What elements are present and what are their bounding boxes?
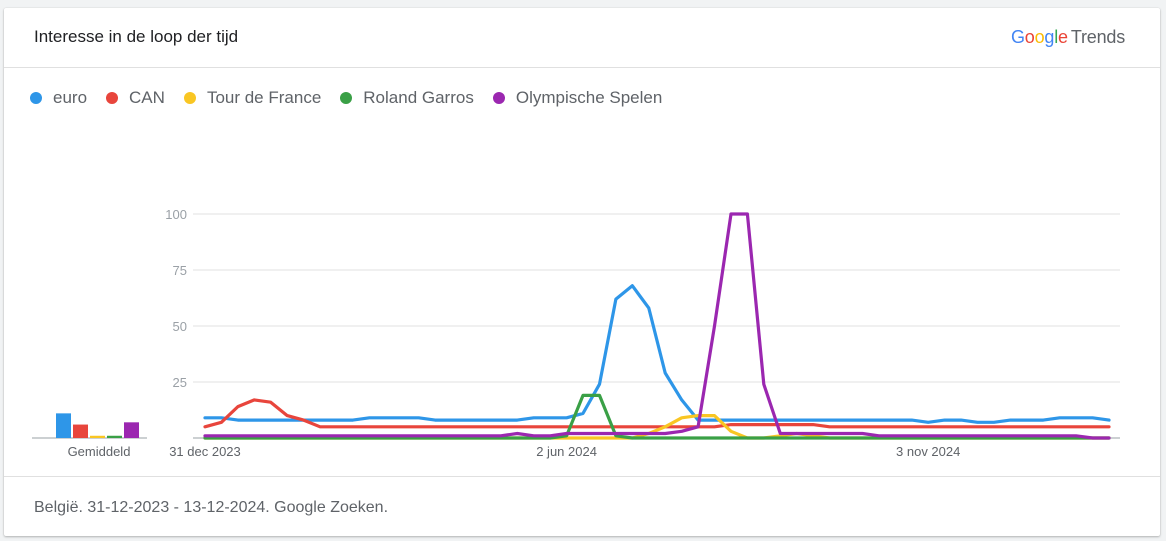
chart-title: Interesse in de loop der tijd — [34, 27, 239, 46]
average-bar-olympische-spelen — [124, 422, 139, 438]
card-footer: België. 31-12-2023 - 13-12-2024. Google … — [4, 476, 1160, 537]
legend-dot-icon — [492, 92, 505, 104]
series-line-olympische-spelen — [203, 212, 1111, 440]
google-trends-logo[interactable]: Google Trends — [1011, 27, 1125, 48]
series-line-euro — [203, 284, 1111, 424]
average-bar-can — [73, 424, 88, 438]
y-tick-label: 25 — [173, 375, 187, 390]
series-line-roland-garros — [203, 393, 1111, 440]
series-line-can — [203, 398, 1111, 429]
chart-legend: euro CAN Tour de France Roland Garros Olympi… — [30, 88, 681, 108]
legend-dot-icon — [340, 92, 353, 104]
footnote: België. 31-12-2023 - 13-12-2024. Google … — [34, 499, 389, 516]
y-tick-label: 75 — [173, 263, 187, 278]
trends-card: Interesse in de loop der tijd Google Tren… — [4, 8, 1160, 536]
legend-dot-icon — [183, 92, 196, 104]
logo-letter: e — [1058, 27, 1068, 47]
x-tick-label: 2 jun 2024 — [536, 444, 597, 459]
logo-letter: l — [1054, 27, 1059, 47]
chart-area: 25 50 75 100 31 dec 2023 2 jun 2024 3 nov 2024… — [32, 207, 1120, 459]
logo-letter: g — [1044, 27, 1055, 47]
legend-item-roland-garros[interactable]: Roland Garros — [340, 88, 474, 108]
average-bar-tour-de-france — [90, 435, 105, 438]
x-tick-label: 31 dec 2023 — [169, 444, 241, 459]
legend-label: CAN — [129, 88, 165, 107]
legend-item-can[interactable]: CAN — [106, 88, 165, 108]
logo-letter: G — [1010, 27, 1025, 47]
legend-dot-icon — [106, 92, 119, 104]
legend-dot-icon — [30, 92, 42, 104]
logo-letter: o — [1034, 27, 1045, 47]
legend-label: Tour de France — [206, 88, 322, 107]
legend-item-euro[interactable]: euro — [30, 88, 87, 108]
average-label: Gemiddeld — [68, 444, 131, 459]
legend-label: euro — [53, 88, 88, 107]
logo-letter: o — [1024, 27, 1035, 47]
average-bar-euro — [56, 413, 71, 438]
logo-trends: Trends — [1070, 27, 1125, 47]
legend-item-olympische-spelen[interactable]: Olympische Spelen — [492, 88, 663, 108]
x-tick-label: 3 nov 2024 — [896, 444, 960, 459]
card-header: Interesse in de loop der tijd Google Tren… — [4, 8, 1160, 68]
legend-item-tour-de-france[interactable]: Tour de France — [183, 88, 322, 108]
legend-label: Olympische Spelen — [515, 88, 663, 107]
y-tick-label: 100 — [165, 207, 187, 222]
average-bar-roland-garros — [107, 435, 122, 438]
legend-label: Roland Garros — [363, 88, 474, 107]
logo-google: Google — [1011, 27, 1068, 47]
y-tick-label: 50 — [173, 319, 187, 334]
